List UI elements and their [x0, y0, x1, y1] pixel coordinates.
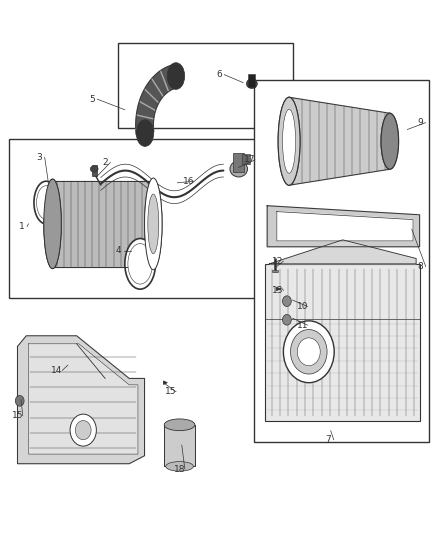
Bar: [242, 154, 250, 164]
Ellipse shape: [167, 63, 185, 90]
Ellipse shape: [128, 244, 152, 284]
Ellipse shape: [166, 462, 194, 471]
Bar: [265, 264, 420, 421]
Polygon shape: [269, 240, 416, 264]
Text: 11: 11: [297, 321, 308, 329]
Ellipse shape: [44, 179, 61, 269]
Bar: [272, 270, 278, 272]
Circle shape: [290, 329, 327, 374]
Circle shape: [15, 395, 24, 406]
Text: 18: 18: [174, 465, 185, 473]
Polygon shape: [267, 206, 420, 247]
Polygon shape: [289, 97, 390, 185]
Ellipse shape: [278, 97, 300, 185]
Bar: [248, 74, 255, 87]
Circle shape: [297, 338, 320, 366]
Ellipse shape: [145, 179, 162, 269]
Polygon shape: [28, 344, 138, 454]
Ellipse shape: [148, 194, 159, 254]
Text: 9: 9: [417, 118, 424, 127]
Ellipse shape: [283, 109, 296, 173]
Text: 3: 3: [36, 153, 42, 161]
Polygon shape: [277, 212, 413, 241]
Text: 12: 12: [272, 257, 284, 265]
Text: 10: 10: [297, 302, 308, 311]
Polygon shape: [136, 64, 177, 135]
Circle shape: [70, 414, 96, 446]
Ellipse shape: [164, 419, 195, 431]
Text: 16: 16: [183, 177, 194, 185]
Bar: [118, 43, 293, 128]
Text: 7: 7: [325, 435, 332, 444]
Ellipse shape: [381, 114, 399, 169]
Text: 13: 13: [272, 286, 284, 295]
Ellipse shape: [246, 79, 257, 88]
Ellipse shape: [230, 161, 247, 177]
Text: 5: 5: [89, 95, 95, 103]
Polygon shape: [53, 181, 153, 266]
Polygon shape: [18, 336, 145, 464]
Ellipse shape: [44, 179, 61, 269]
Text: 15: 15: [12, 411, 23, 420]
Bar: [9, 139, 263, 298]
Circle shape: [283, 321, 334, 383]
Text: 14: 14: [51, 366, 63, 375]
Text: 15: 15: [165, 387, 177, 396]
Ellipse shape: [136, 120, 154, 147]
Text: 4: 4: [116, 246, 121, 255]
Circle shape: [283, 296, 291, 306]
Ellipse shape: [278, 97, 300, 185]
Ellipse shape: [125, 239, 155, 289]
Ellipse shape: [90, 166, 98, 172]
Ellipse shape: [381, 114, 399, 169]
Text: 8: 8: [417, 262, 424, 271]
Bar: [233, 153, 244, 172]
Ellipse shape: [145, 178, 162, 270]
Text: 1: 1: [19, 222, 25, 231]
Bar: [164, 425, 195, 466]
Circle shape: [75, 421, 91, 440]
Bar: [254, 80, 429, 442]
Ellipse shape: [34, 181, 58, 224]
Bar: [92, 165, 97, 176]
Text: 6: 6: [216, 70, 222, 79]
Circle shape: [283, 314, 291, 325]
Text: 17: 17: [244, 156, 255, 164]
Ellipse shape: [36, 186, 55, 220]
Text: 2: 2: [102, 158, 108, 167]
